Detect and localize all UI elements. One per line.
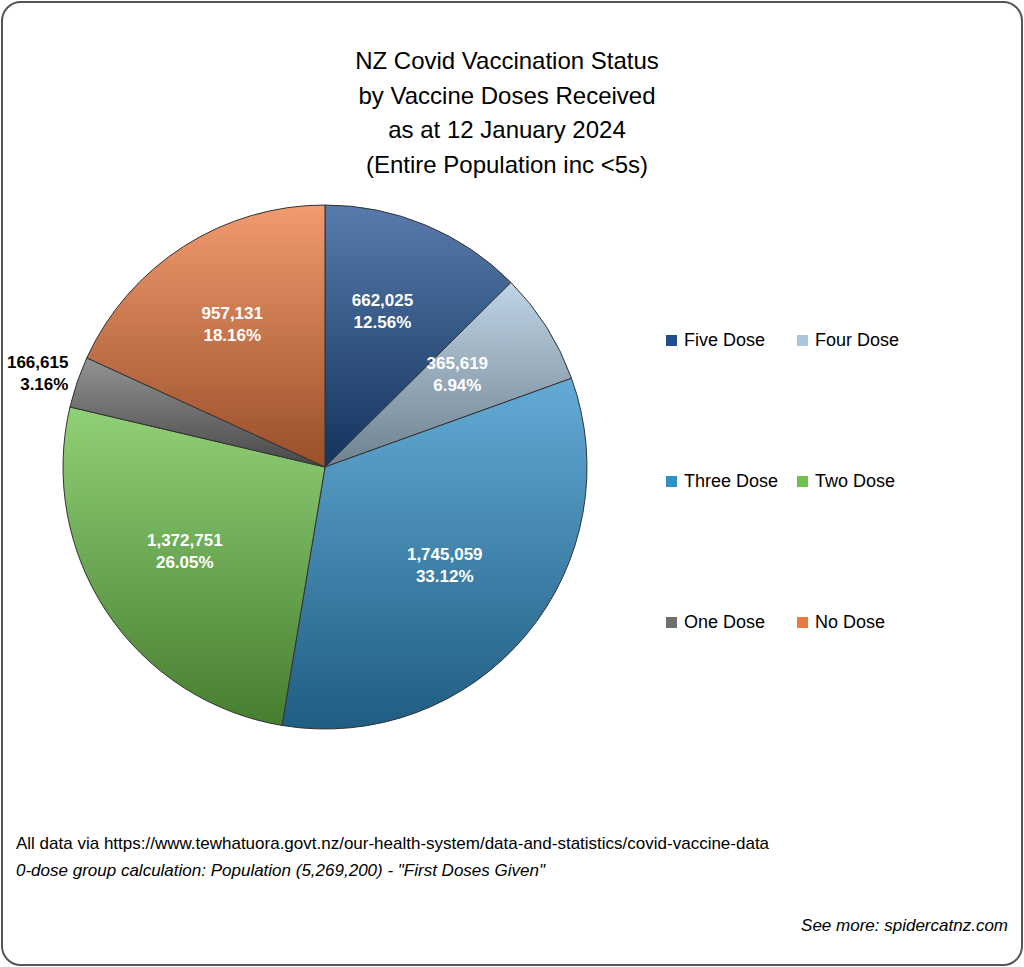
html-text:by Vaccine Doses Received: by Vaccine Doses Received: [358, 81, 656, 109]
html-text:as at 12 January 2024: as at 12 January 2024: [388, 116, 626, 143]
html-text:All data via https://www.tewha: All data via https://www.tewhatuora.govt…: [16, 834, 770, 853]
html-text:Five Dose: Five Dose: [684, 330, 765, 350]
html-text:(Entire Population inc <5s): (Entire Population inc <5s): [365, 150, 649, 178]
svg-text:1,745,05933.12%: 1,745,05933.12%: [407, 545, 483, 586]
svg-text:662,02512.56%: 662,02512.56%: [352, 291, 413, 332]
html-text:No Dose: No Dose: [815, 612, 885, 632]
html-text:See more: spidercatnz.com: See more: spidercatnz.com: [801, 916, 1008, 935]
html-text:One Dose: One Dose: [684, 612, 765, 632]
svg-text:1,372,75126.05%: 1,372,75126.05%: [147, 531, 223, 572]
html-text:Two Dose: Two Dose: [815, 471, 895, 491]
svg-text:365,6196.94%: 365,6196.94%: [427, 354, 488, 395]
html-text:NZ Covid Vaccination Status: NZ Covid Vaccination Status: [355, 47, 659, 74]
html-text:0-dose group calculation: Popu: 0-dose group calculation: Population (5,…: [16, 861, 545, 880]
svg-text:166,6153.16%: 166,6153.16%: [8, 353, 68, 394]
html-text:Three Dose: Three Dose: [684, 471, 778, 491]
svg-text:957,13118.16%: 957,13118.16%: [202, 304, 263, 345]
html-text:Four Dose: Four Dose: [815, 330, 899, 350]
